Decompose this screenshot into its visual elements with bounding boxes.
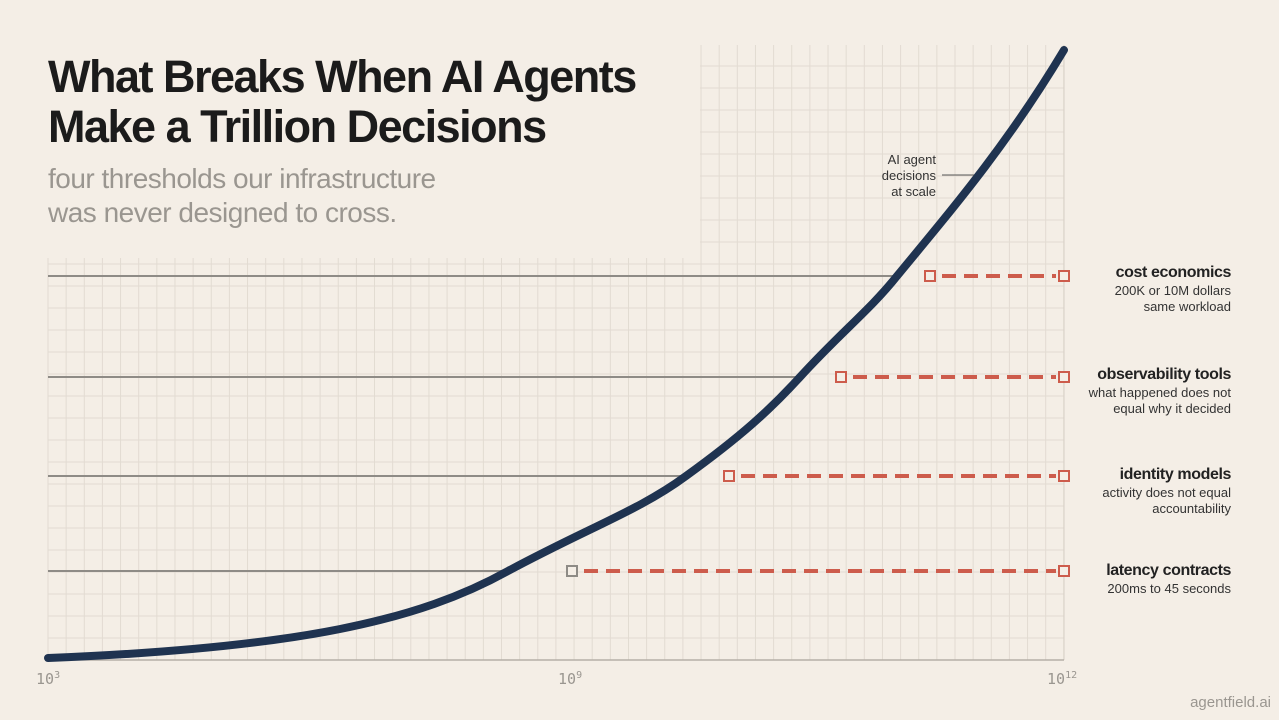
threshold-label-latency: latency contracts 200ms to 45 seconds <box>1106 561 1231 597</box>
threshold-desc: 200K or 10M dollars <box>1114 283 1231 298</box>
threshold-title: latency contracts <box>1106 562 1231 579</box>
threshold-end-marker <box>1058 470 1070 482</box>
subtitle-line: four thresholds our infrastructure <box>48 163 436 194</box>
threshold-end-marker <box>1058 371 1070 383</box>
brand-logo-text: agentfield.ai <box>1190 694 1271 711</box>
series-curve <box>44 46 1068 662</box>
threshold-label-observability: observability tools what happened does n… <box>1088 365 1232 417</box>
threshold-desc: accountability <box>1152 501 1231 516</box>
threshold-label-cost: cost economics 200K or 10M dollars same … <box>1114 263 1232 315</box>
threshold-desc: 200ms to 45 seconds <box>1107 581 1231 596</box>
threshold-start-marker <box>835 371 847 383</box>
curve-label-line: AI agent <box>887 152 936 167</box>
x-tick-label: 103 <box>36 670 61 688</box>
chart-title: What Breaks When AI Agents Make a Trillio… <box>48 51 637 152</box>
curve-label: AI agent decisions at scale <box>860 152 936 200</box>
threshold-title: observability tools <box>1097 366 1231 383</box>
curve-label-line: decisions <box>881 168 936 183</box>
threshold-start-marker <box>924 270 936 282</box>
threshold-title: cost economics <box>1115 264 1232 281</box>
threshold-end-marker <box>1058 270 1070 282</box>
threshold-desc: same workload <box>1143 299 1231 314</box>
x-tick-label: 109 <box>558 670 583 688</box>
title-line: What Breaks When AI Agents <box>48 51 637 102</box>
subtitle-line: was never designed to cross. <box>48 197 397 228</box>
title-line: Make a Trillion Decisions <box>48 101 547 152</box>
threshold-label-identity: identity models activity does not equal … <box>1102 465 1231 517</box>
chart-subtitle: four thresholds our infrastructure was ne… <box>48 162 436 230</box>
threshold-desc: what happened does not <box>1088 385 1231 400</box>
threshold-desc: equal why it decided <box>1113 401 1231 416</box>
threshold-start-marker <box>723 470 735 482</box>
x-tick-label: 1012 <box>1047 670 1078 688</box>
threshold-end-marker <box>1058 565 1070 577</box>
threshold-start-marker <box>566 565 578 577</box>
threshold-title: identity models <box>1119 466 1232 483</box>
curve-label-line: at scale <box>891 184 936 199</box>
threshold-desc: activity does not equal <box>1102 485 1231 500</box>
